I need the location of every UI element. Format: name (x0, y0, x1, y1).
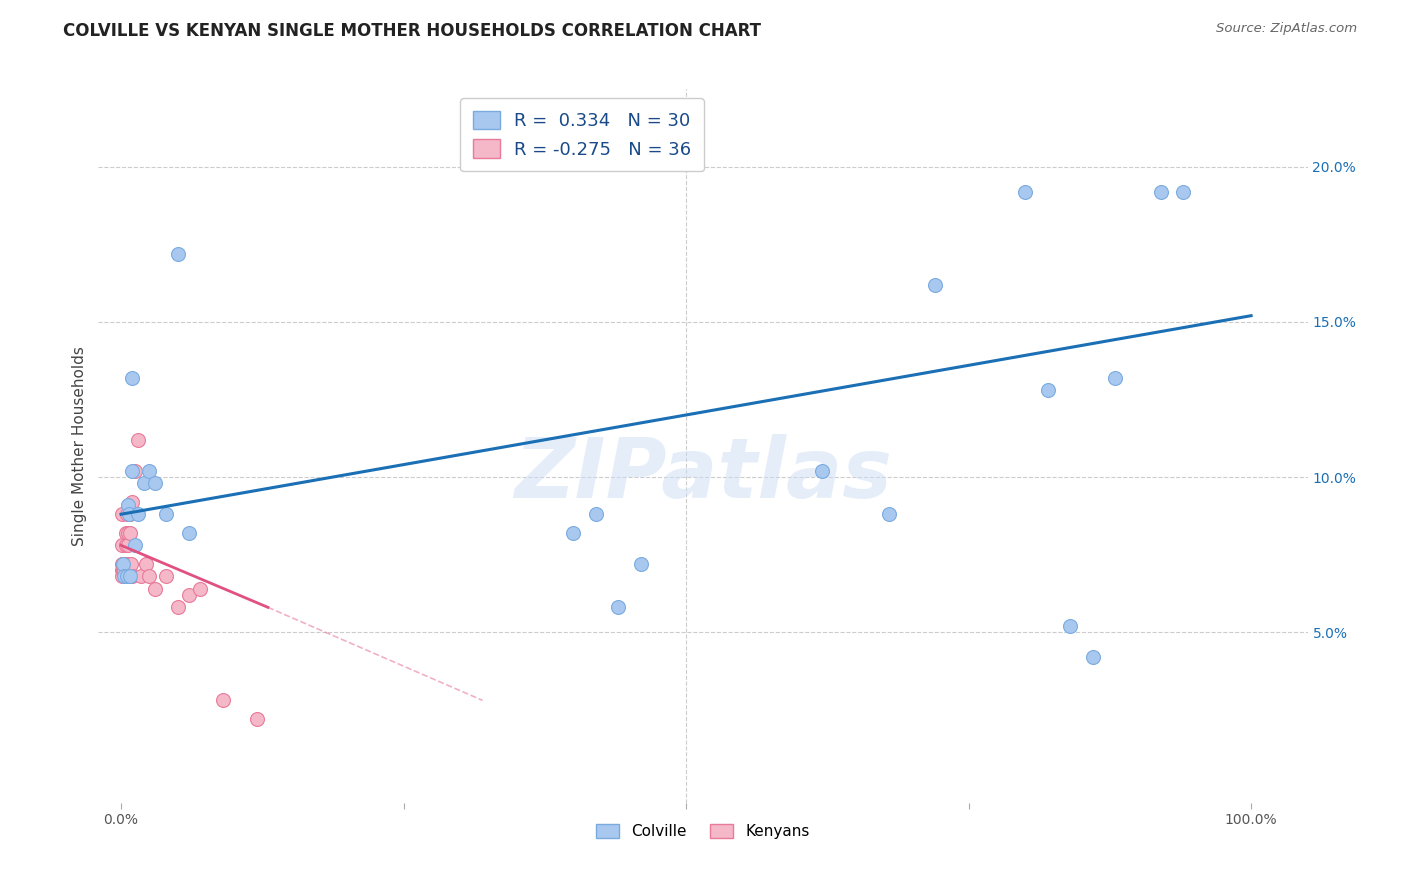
Text: Source: ZipAtlas.com: Source: ZipAtlas.com (1216, 22, 1357, 36)
Kenyans (118, 569, 141, 583)
Colville (607, 600, 630, 615)
Kenyans (114, 525, 136, 540)
Colville (1036, 383, 1059, 397)
Colville (118, 508, 141, 522)
Kenyans (166, 600, 188, 615)
Kenyans (135, 557, 157, 571)
Colville (562, 525, 585, 540)
Kenyans (120, 557, 142, 571)
Kenyans (115, 569, 138, 583)
Kenyans (118, 557, 141, 571)
Colville (1014, 185, 1036, 199)
Kenyans (111, 538, 134, 552)
Kenyans (117, 538, 139, 552)
Kenyans (117, 525, 139, 540)
Text: COLVILLE VS KENYAN SINGLE MOTHER HOUSEHOLDS CORRELATION CHART: COLVILLE VS KENYAN SINGLE MOTHER HOUSEHO… (63, 22, 761, 40)
Kenyans (111, 508, 134, 522)
Colville (155, 508, 177, 522)
Kenyans (121, 495, 143, 509)
Colville (810, 464, 832, 478)
Kenyans (111, 563, 134, 577)
Kenyans (138, 569, 160, 583)
Kenyans (155, 569, 177, 583)
Kenyans (120, 525, 142, 540)
Kenyans (112, 557, 135, 571)
Kenyans (127, 433, 149, 447)
Colville (127, 508, 149, 522)
Colville (1059, 619, 1081, 633)
Kenyans (114, 538, 136, 552)
Kenyans (246, 712, 269, 726)
Kenyans (143, 582, 166, 596)
Kenyans (112, 563, 135, 577)
Kenyans (177, 588, 200, 602)
Legend: Colville, Kenyans: Colville, Kenyans (591, 818, 815, 845)
Colville (1150, 185, 1173, 199)
Colville (879, 508, 901, 522)
Kenyans (188, 582, 211, 596)
Y-axis label: Single Mother Households: Single Mother Households (72, 346, 87, 546)
Kenyans (115, 508, 138, 522)
Colville (120, 569, 142, 583)
Colville (112, 569, 135, 583)
Kenyans (115, 557, 138, 571)
Colville (1081, 650, 1104, 665)
Kenyans (111, 569, 134, 583)
Colville (124, 538, 146, 552)
Kenyans (131, 569, 153, 583)
Colville (1173, 185, 1195, 199)
Colville (177, 525, 200, 540)
Colville (166, 246, 188, 260)
Kenyans (120, 569, 142, 583)
Text: ZIPatlas: ZIPatlas (515, 434, 891, 515)
Colville (143, 476, 166, 491)
Colville (121, 370, 143, 384)
Kenyans (121, 569, 143, 583)
Colville (630, 557, 652, 571)
Colville (117, 498, 139, 512)
Colville (585, 508, 607, 522)
Colville (112, 557, 135, 571)
Kenyans (112, 557, 135, 571)
Colville (121, 464, 143, 478)
Kenyans (112, 563, 135, 577)
Colville (138, 464, 160, 478)
Kenyans (120, 508, 142, 522)
Kenyans (211, 693, 233, 707)
Colville (115, 569, 138, 583)
Colville (924, 277, 946, 292)
Colville (1104, 370, 1126, 384)
Colville (132, 476, 155, 491)
Kenyans (124, 464, 146, 478)
Kenyans (111, 557, 134, 571)
